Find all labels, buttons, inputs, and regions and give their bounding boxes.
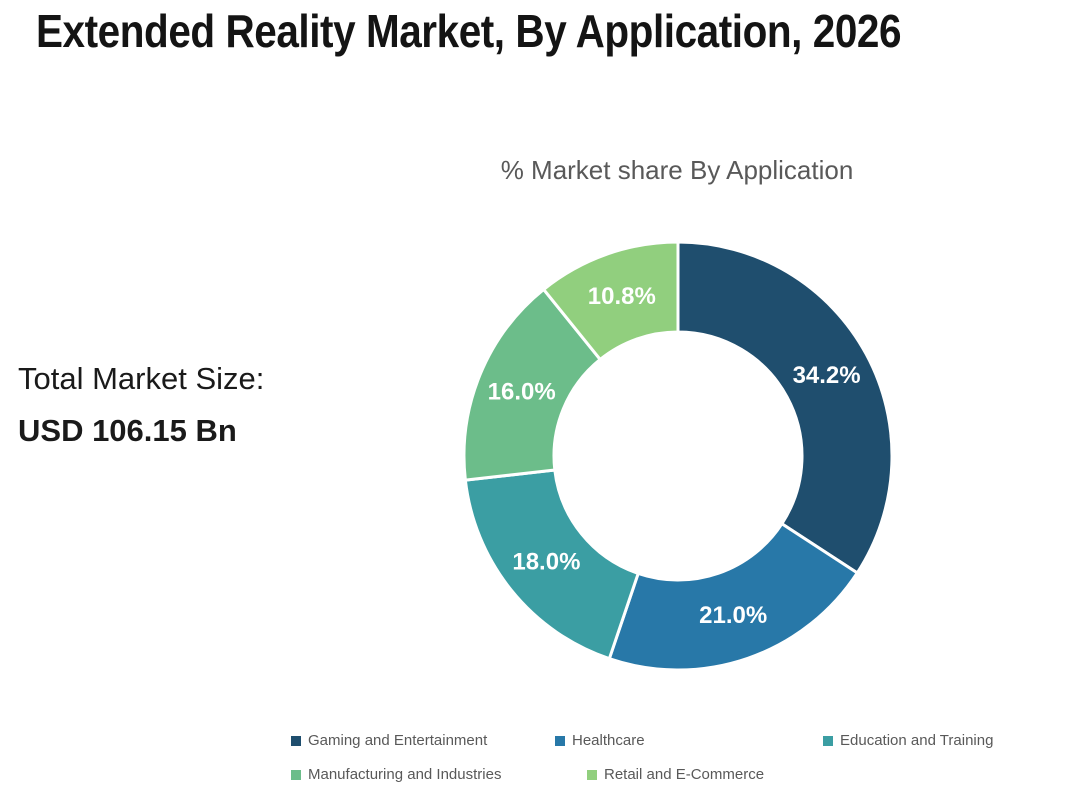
- legend-label: Manufacturing and Industries: [308, 766, 502, 783]
- legend-item-3: Education and Training: [823, 732, 993, 750]
- total-market-size: Total Market Size: USD 106.15 Bn: [18, 360, 264, 450]
- segment-value-label: 34.2%: [793, 362, 861, 389]
- donut-segment-5: [542, 240, 680, 361]
- segment-value-label: 21.0%: [699, 602, 767, 629]
- donut-segment-1: [676, 240, 894, 575]
- legend-label: Healthcare: [572, 732, 645, 749]
- donut-chart: 34.2% 21.0% 18.0% 16.0% 10.8%: [462, 240, 894, 672]
- legend-item-1: Gaming and Entertainment: [291, 732, 487, 750]
- legend-swatch-icon: [555, 736, 565, 746]
- total-market-size-label: Total Market Size:: [18, 361, 265, 396]
- segment-value-label: 18.0%: [512, 549, 580, 576]
- legend-label: Education and Training: [840, 732, 994, 749]
- segment-value-label: 16.0%: [488, 378, 556, 405]
- total-market-size-value: USD 106.15 Bn: [18, 413, 237, 448]
- legend-item-5: Retail and E-Commerce: [587, 766, 764, 784]
- legend-item-2: Healthcare: [555, 732, 645, 750]
- legend-swatch-icon: [291, 770, 301, 780]
- legend-label: Gaming and Entertainment: [308, 732, 488, 749]
- legend-label: Retail and E-Commerce: [604, 766, 765, 783]
- legend-item-4: Manufacturing and Industries: [291, 766, 501, 784]
- legend-swatch-icon: [823, 736, 833, 746]
- legend-swatch-icon: [291, 736, 301, 746]
- donut-segment-2: [607, 522, 859, 672]
- chart-subtitle: % Market share By Application: [500, 155, 854, 185]
- segment-value-label: 10.8%: [588, 283, 656, 310]
- page-title: Extended Reality Market, By Application,…: [36, 5, 902, 57]
- legend-swatch-icon: [587, 770, 597, 780]
